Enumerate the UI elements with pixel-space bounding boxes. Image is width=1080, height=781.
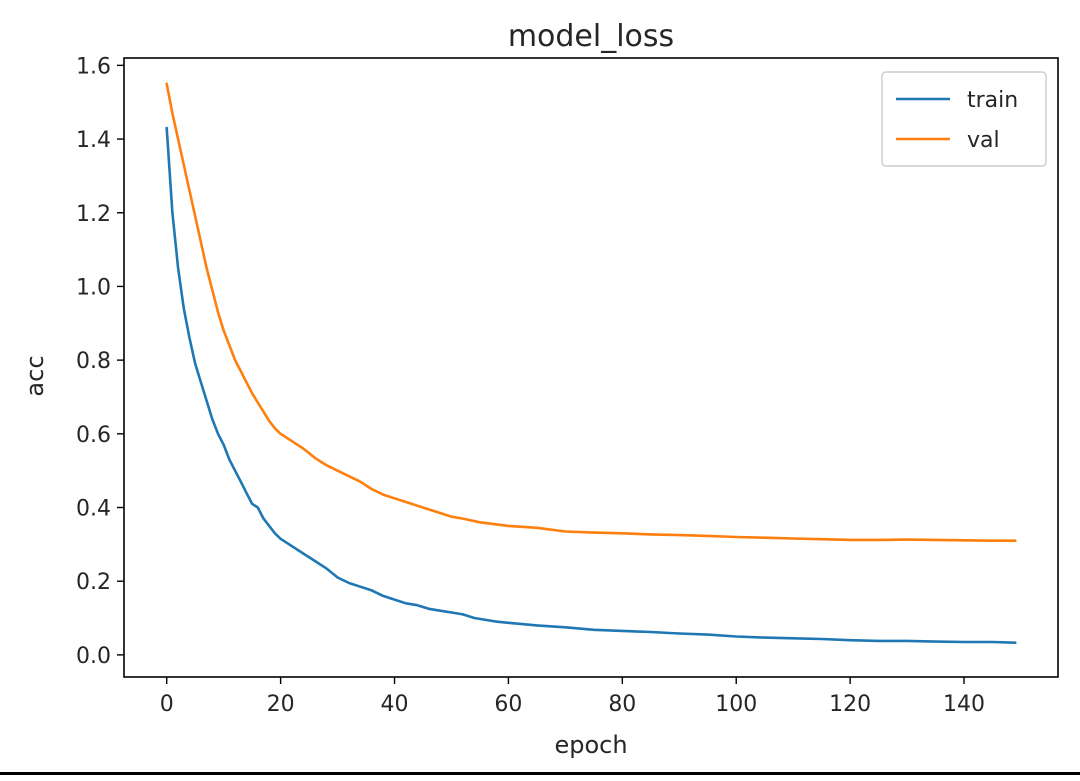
legend-box	[881, 71, 1047, 167]
chart-title: model_loss	[508, 19, 674, 54]
x-tick-label: 100	[715, 692, 757, 717]
y-tick-label: 1.6	[76, 54, 111, 79]
x-tick-label: 140	[943, 692, 985, 717]
x-tick-label: 80	[608, 692, 636, 717]
y-tick-label: 0.8	[76, 349, 111, 374]
bottom-border	[0, 772, 1080, 775]
x-tick-label: 20	[267, 692, 295, 717]
y-tick-label: 0.2	[76, 570, 111, 595]
y-tick-label: 0.6	[76, 423, 111, 448]
axes-frame	[123, 57, 1059, 678]
y-tick-label: 1.2	[76, 202, 111, 227]
y-tick-label: 1.0	[76, 275, 111, 300]
y-axis-label: acc	[21, 355, 49, 396]
plot-area: 0 20 40 60 80 100 120 140 0.0 0.2 0.4 0.6 0.8 1.0 1.2 1…	[76, 54, 1059, 717]
y-tick-label: 0.0	[76, 644, 111, 669]
legend-label-val: val	[967, 128, 1000, 153]
x-tick-label: 120	[829, 692, 871, 717]
x-tick-label: 0	[160, 692, 174, 717]
y-tick-label: 1.4	[76, 128, 111, 153]
x-axis-label: epoch	[554, 731, 627, 759]
x-tick-label: 60	[494, 692, 522, 717]
x-tick-label: 40	[381, 692, 409, 717]
series-line-train	[165, 126, 1017, 644]
legend-label-train: train	[967, 88, 1018, 113]
series-line-val	[165, 82, 1017, 542]
y-tick-label: 0.4	[76, 497, 111, 522]
